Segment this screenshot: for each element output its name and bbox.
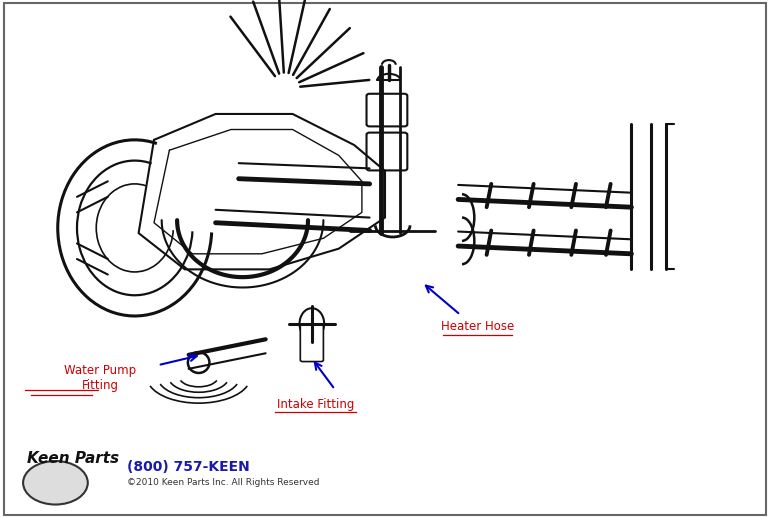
Text: ©2010 Keen Parts Inc. All Rights Reserved: ©2010 Keen Parts Inc. All Rights Reserve… [127, 478, 320, 487]
Text: (800) 757-KEEN: (800) 757-KEEN [127, 460, 249, 474]
Text: Heater Hose: Heater Hose [440, 320, 514, 333]
Circle shape [23, 461, 88, 505]
Text: Water Pump
Fitting: Water Pump Fitting [64, 364, 136, 392]
FancyBboxPatch shape [367, 133, 407, 170]
FancyBboxPatch shape [367, 94, 407, 126]
Text: Intake Fitting: Intake Fitting [277, 397, 354, 411]
Text: Keen Parts: Keen Parts [27, 451, 119, 466]
FancyBboxPatch shape [300, 325, 323, 362]
